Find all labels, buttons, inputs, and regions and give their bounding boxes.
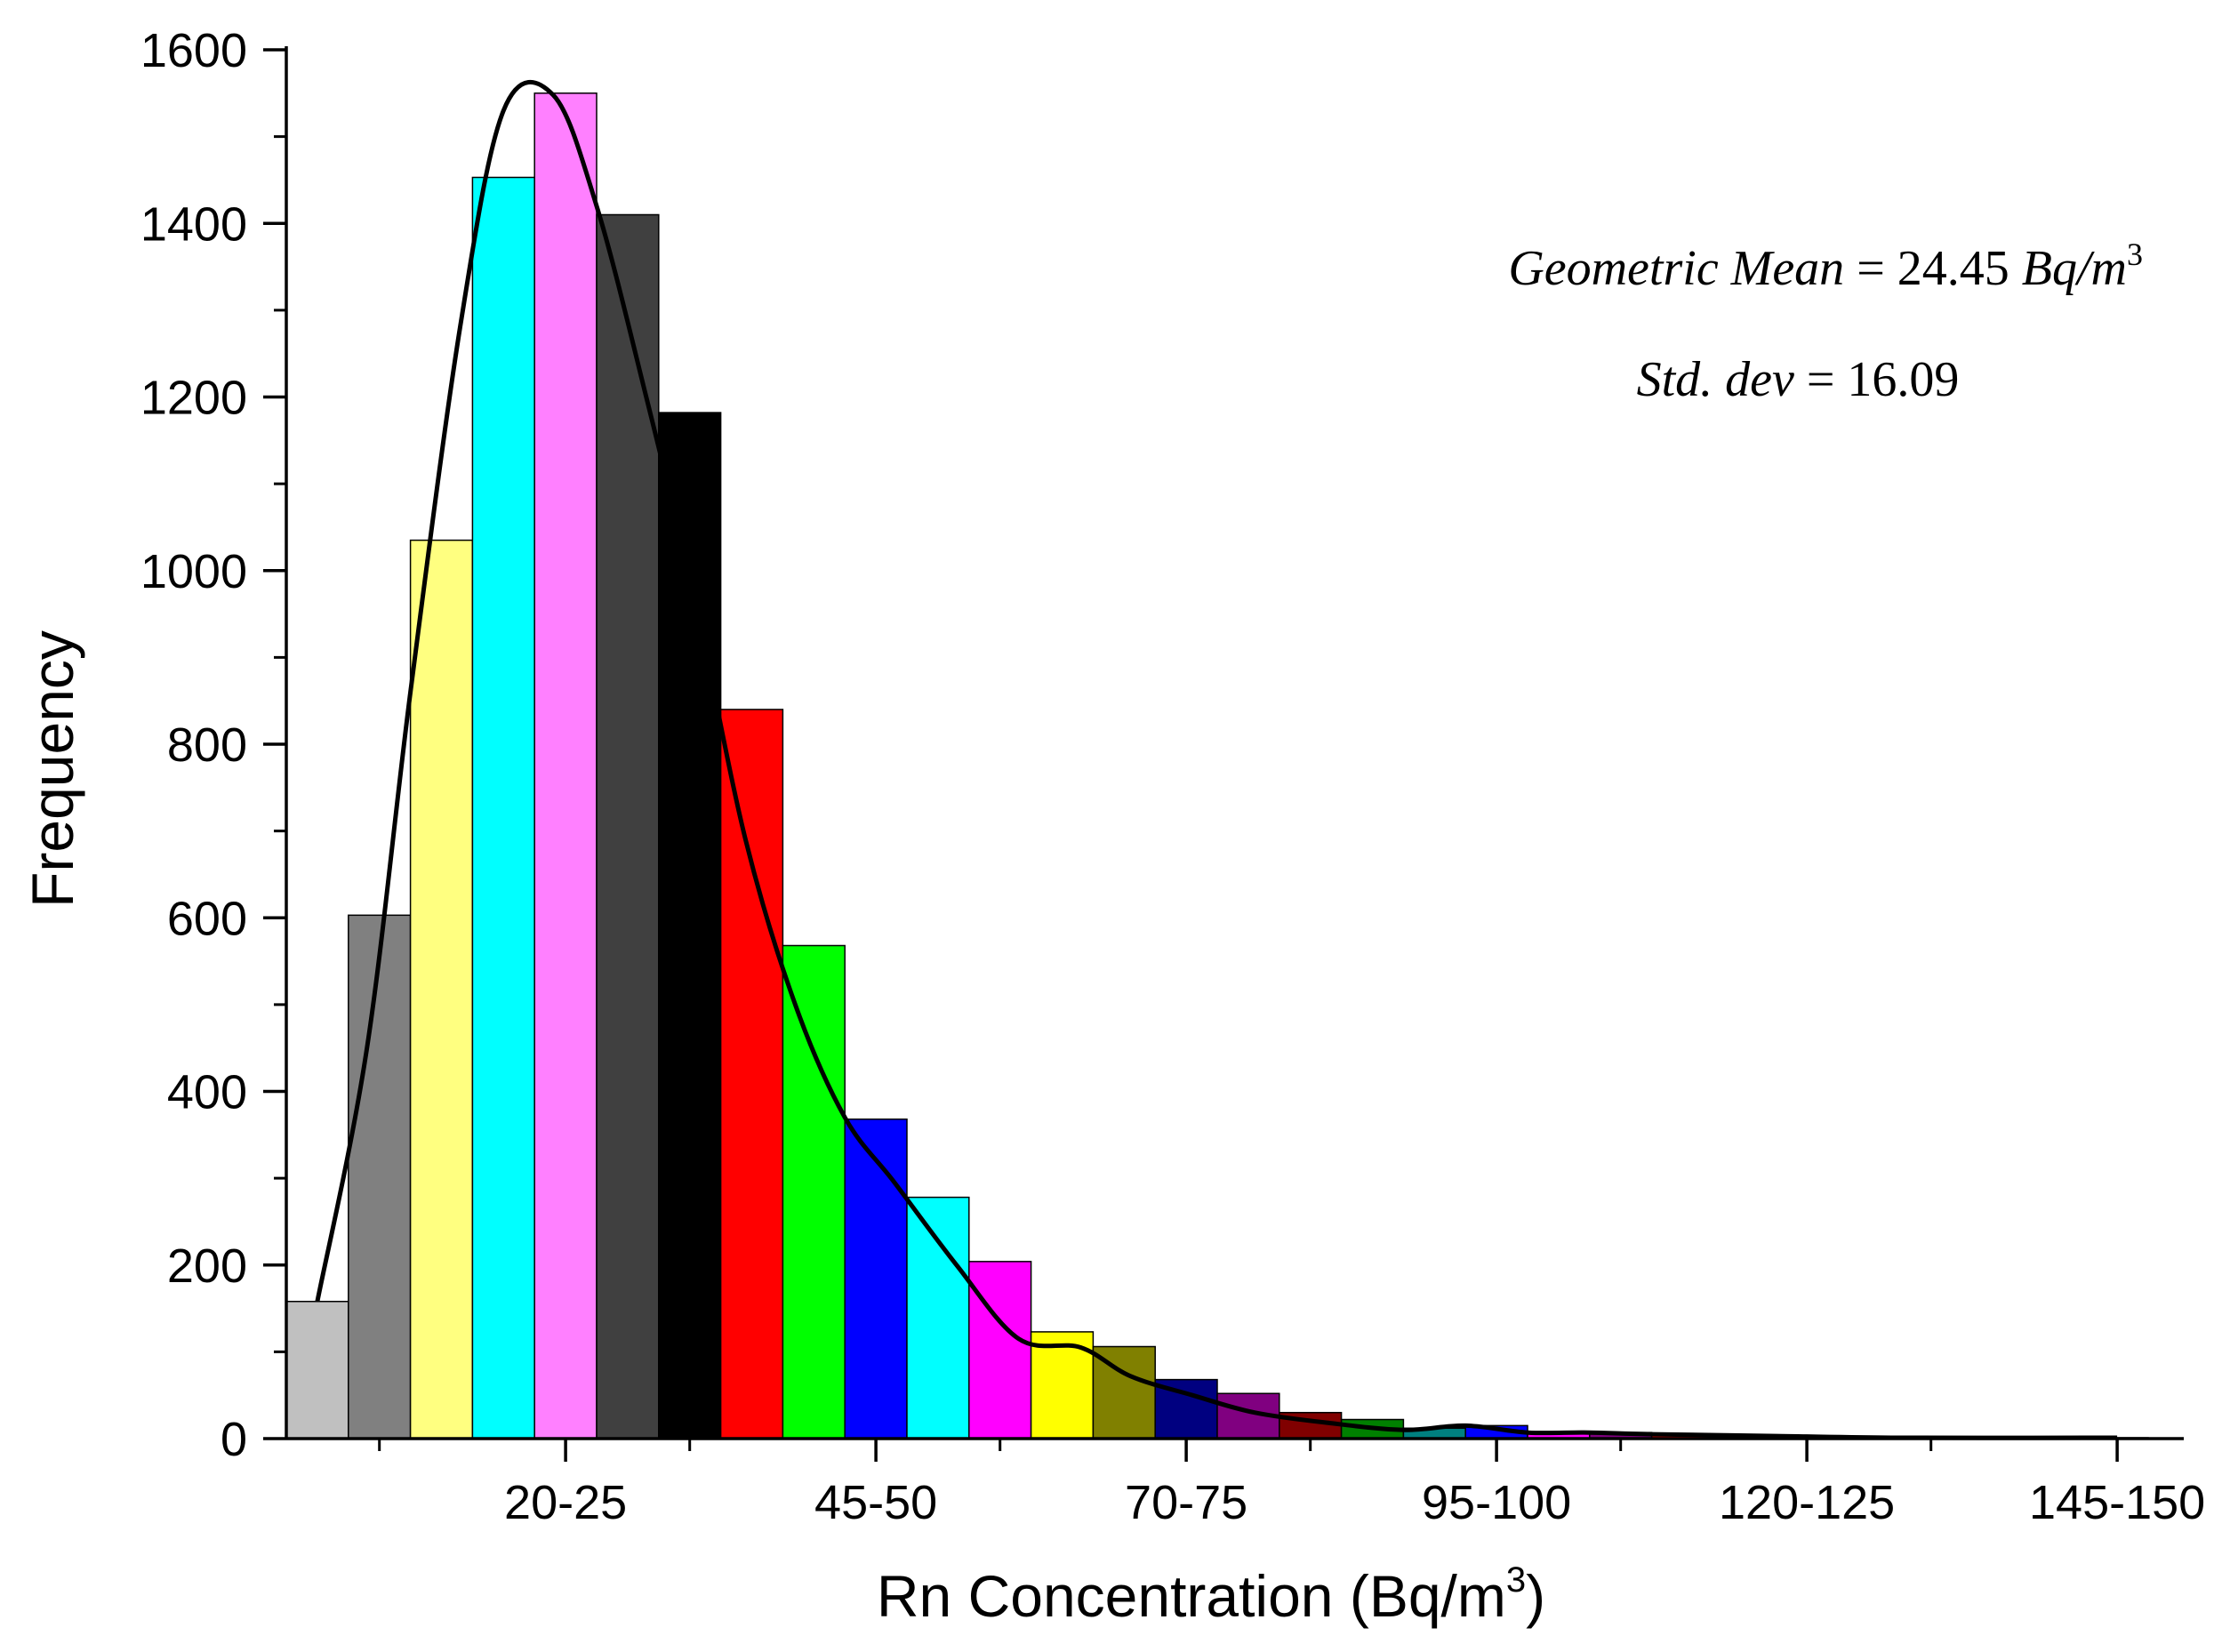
geometric-mean-annotation: Geometric Mean = 24.45 Bq/m3 [1508, 237, 2143, 296]
y-tick-label: 1400 [140, 197, 247, 251]
x-tick-label: 70-75 [1125, 1476, 1247, 1529]
mean-unit-sup: 3 [2127, 237, 2143, 272]
bar-15-20 [471, 176, 535, 1439]
x-axis: 20-25 45-50 70-75 95-100 120-125 145-150 [286, 1437, 2205, 1529]
x-axis-title-sup: 3 [1506, 1560, 1526, 1600]
y-tick-label: 1600 [140, 24, 247, 77]
y-tick-label: 400 [167, 1066, 247, 1119]
bar-5-10 [348, 914, 412, 1439]
y-tick-label: 0 [221, 1413, 247, 1466]
std-label: Std. dev [1637, 352, 1794, 407]
bar-25-30 [596, 213, 660, 1439]
y-tick-label: 1200 [140, 372, 247, 425]
y-tick-label: 200 [167, 1239, 247, 1293]
mean-value: = 24.45 [1844, 241, 2022, 296]
x-tick-label: 45-50 [814, 1476, 937, 1529]
fit-curve [315, 79, 2118, 1440]
bar-0-5 [285, 1301, 349, 1439]
mean-unit: Bq/m [2022, 241, 2127, 296]
y-axis: 0 200 400 600 800 1000 1200 1400 1600 [140, 24, 288, 1466]
y-tick-label: 600 [167, 892, 247, 945]
bar-35-40 [719, 709, 784, 1439]
y-tick-label: 1000 [140, 545, 247, 598]
bar-75-80 [1216, 1392, 1280, 1439]
bar-40-45 [782, 944, 846, 1439]
bar-45-50 [844, 1118, 908, 1439]
bar-20-25 [533, 92, 598, 1439]
bar-30-35 [658, 412, 722, 1439]
std-value: = 16.09 [1794, 352, 1960, 407]
x-tick-label: 20-25 [504, 1476, 627, 1529]
bar-10-15 [409, 539, 474, 1439]
y-tick-label: 800 [167, 718, 247, 772]
y-axis-title: Frequency [20, 630, 85, 908]
x-axis-title-text: Rn Concentration (Bq/m [877, 1563, 1506, 1629]
x-axis-title-close: ) [1526, 1563, 1545, 1629]
x-tick-label: 95-100 [1422, 1476, 1571, 1529]
bar-50-55 [906, 1196, 970, 1439]
x-tick-label: 145-150 [2029, 1476, 2205, 1529]
bars-group [285, 92, 2149, 1439]
x-tick-label: 120-125 [1719, 1476, 1895, 1529]
mean-label: Geometric Mean [1508, 241, 1844, 296]
bar-55-60 [968, 1261, 1032, 1439]
std-dev-annotation: Std. dev = 16.09 [1637, 352, 1960, 407]
x-axis-title: Rn Concentration (Bq/m3) [877, 1560, 1545, 1629]
